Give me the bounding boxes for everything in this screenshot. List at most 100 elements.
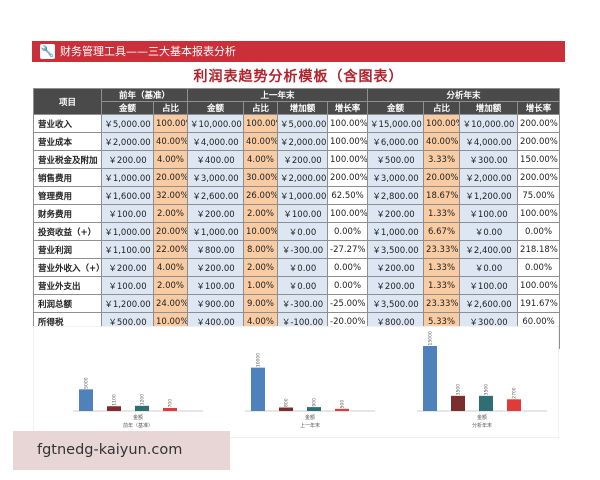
table-cell: ￥6,000.00 — [367, 132, 425, 151]
panel-label: 上一年末 — [300, 422, 320, 429]
group-header: 分析年末 — [367, 88, 561, 102]
chart-bar — [79, 389, 93, 411]
table-cell: -25.00% — [327, 294, 369, 313]
app-title-bar: 🔧 财务管理工具——三大基本报表分析 — [32, 41, 565, 62]
table-cell: 22.00% — [152, 240, 189, 259]
table-cell: ￥1,000.00 — [277, 186, 329, 205]
table-cell: 1.33% — [423, 276, 461, 295]
table-cell: ￥200.00 — [101, 258, 154, 277]
table-row: 投资收益（+） ￥1,000.00 20.00% ￥1,000.00 10.00% ￥0.… — [33, 222, 561, 241]
table-cell: 10.00% — [243, 222, 279, 241]
table-row: 销售费用 ￥1,000.00 20.00% ￥3,000.00 30.00% ￥2,000… — [33, 168, 561, 187]
table-cell: ￥0.00 — [459, 222, 519, 241]
chart-bar — [335, 408, 349, 411]
table-cell: ￥3,000.00 — [187, 168, 245, 187]
bar-value-label: 2700 — [512, 387, 518, 399]
column-header: 占比 — [243, 101, 279, 115]
table-row: 利润总额 ￥1,200.00 24.00% ￥900.00 9.00% ￥-300.00-… — [33, 294, 561, 313]
table-row: 营业成本 ￥2,000.00 40.00% ￥4,000.00 40.00% ￥2,000… — [33, 132, 561, 151]
item-header: 项目 — [33, 88, 102, 115]
table-cell: ￥3,500.00 — [367, 294, 425, 313]
table-cell: ￥0.00 — [277, 258, 329, 277]
table-cell: ￥2,800.00 — [367, 186, 425, 205]
table-cell: ￥100.00 — [459, 204, 519, 223]
table-cell: 100.00% — [327, 204, 369, 223]
table-cell: ￥2,600.00 — [187, 186, 245, 205]
table-cell: ￥200.00 — [101, 150, 154, 169]
table-row: 营业外收入（+） ￥200.00 4.00% ￥200.00 2.00% ￥0.00 0.0… — [33, 258, 561, 277]
chart-bar — [251, 367, 265, 411]
chart-bar — [507, 399, 521, 411]
table-row: 营业外支出 ￥100.00 2.00% ￥100.00 1.00% ￥0.00 0.00% ￥… — [33, 276, 561, 295]
table-cell: ￥5,000.00 — [277, 114, 329, 133]
row-label: 利润总额 — [33, 294, 102, 313]
table-cell: 0.00% — [517, 222, 561, 241]
table-cell: 0.00% — [327, 258, 369, 277]
group-header: 前年（基准） — [100, 88, 189, 102]
table-cell: 0.00% — [517, 258, 561, 277]
table-cell: ￥200.00 — [367, 258, 425, 277]
chart-bar — [107, 406, 121, 411]
table-cell: ￥2,400.00 — [459, 240, 519, 259]
bar-value-label: 800 — [284, 398, 290, 407]
table-cell: 2.00% — [152, 204, 189, 223]
table-cell: 1.33% — [423, 204, 461, 223]
row-label: 管理费用 — [33, 186, 102, 205]
table-cell: 75.00% — [517, 186, 561, 205]
table-cell: 9.00% — [243, 294, 279, 313]
table-cell: ￥4,000.00 — [459, 132, 519, 151]
bar-value-label: 1200 — [140, 394, 146, 406]
row-label: 营业收入 — [33, 114, 102, 133]
table-cell: 62.50% — [327, 186, 369, 205]
table-cell: ￥0.00 — [459, 258, 519, 277]
table-cell: 26.00% — [243, 186, 279, 205]
table-cell: ￥2,600.00 — [459, 294, 519, 313]
table-cell: ￥800.00 — [187, 240, 245, 259]
table-cell: ￥400.00 — [187, 150, 245, 169]
income-trend-table: 项目 前年（基准） 上一年末 分析年末 金额 占比 金额 占比 增加额 增长率 金额 占比 增加… — [33, 88, 561, 349]
sheet-title: 利润表趋势分析模板（含图表） — [193, 69, 404, 85]
table-cell: ￥300.00 — [459, 150, 519, 169]
table-cell: 100.00% — [327, 132, 369, 151]
table-cell: ￥2,000.00 — [277, 132, 329, 151]
table-cell: 30.00% — [243, 168, 279, 187]
table-cell: ￥-300.00 — [277, 240, 329, 259]
table-cell: 1.00% — [243, 276, 279, 295]
table-cell: ￥100.00 — [101, 204, 154, 223]
row-label: 营业税金及附加 — [33, 150, 102, 169]
table-cell: ￥100.00 — [101, 276, 154, 295]
table-cell: ￥500.00 — [367, 150, 425, 169]
table-cell: ￥1,000.00 — [101, 168, 154, 187]
table-cell: ￥10,000.00 — [459, 114, 519, 133]
table-cell: ￥3,500.00 — [367, 240, 425, 259]
table-cell: ￥15,000.00 — [367, 114, 425, 133]
table-cell: -27.27% — [327, 240, 369, 259]
chart-bar — [451, 395, 465, 411]
table-cell: 2.00% — [152, 276, 189, 295]
wrench-icon: 🔧 — [40, 44, 55, 59]
table-cell: 100.00% — [152, 114, 189, 133]
chart-bar — [163, 407, 177, 411]
column-header: 占比 — [423, 101, 461, 115]
table-cell: 200.00% — [517, 114, 561, 133]
table-cell: 2.00% — [243, 258, 279, 277]
table-cell: 8.00% — [243, 240, 279, 259]
table-cell: ￥200.00 — [187, 258, 245, 277]
table-cell: 150.00% — [517, 150, 561, 169]
table-row: 管理费用 ￥1,600.00 32.00% ￥2,600.00 26.00% ￥1,000… — [33, 186, 561, 205]
table-cell: ￥200.00 — [277, 150, 329, 169]
bar-value-label: 3500 — [456, 384, 462, 396]
column-header: 占比 — [152, 101, 189, 115]
table-cell: ￥1,200.00 — [459, 186, 519, 205]
table-cell: 200.00% — [517, 132, 561, 151]
bar-value-label: 500 — [340, 400, 346, 409]
table-cell: ￥5,000.00 — [101, 114, 154, 133]
bar-value-label: 900 — [312, 398, 318, 407]
bar-value-label: 700 — [168, 399, 174, 408]
table-cell: 24.00% — [152, 294, 189, 313]
row-label: 投资收益（+） — [33, 222, 102, 241]
table-cell: 100.00% — [327, 150, 369, 169]
